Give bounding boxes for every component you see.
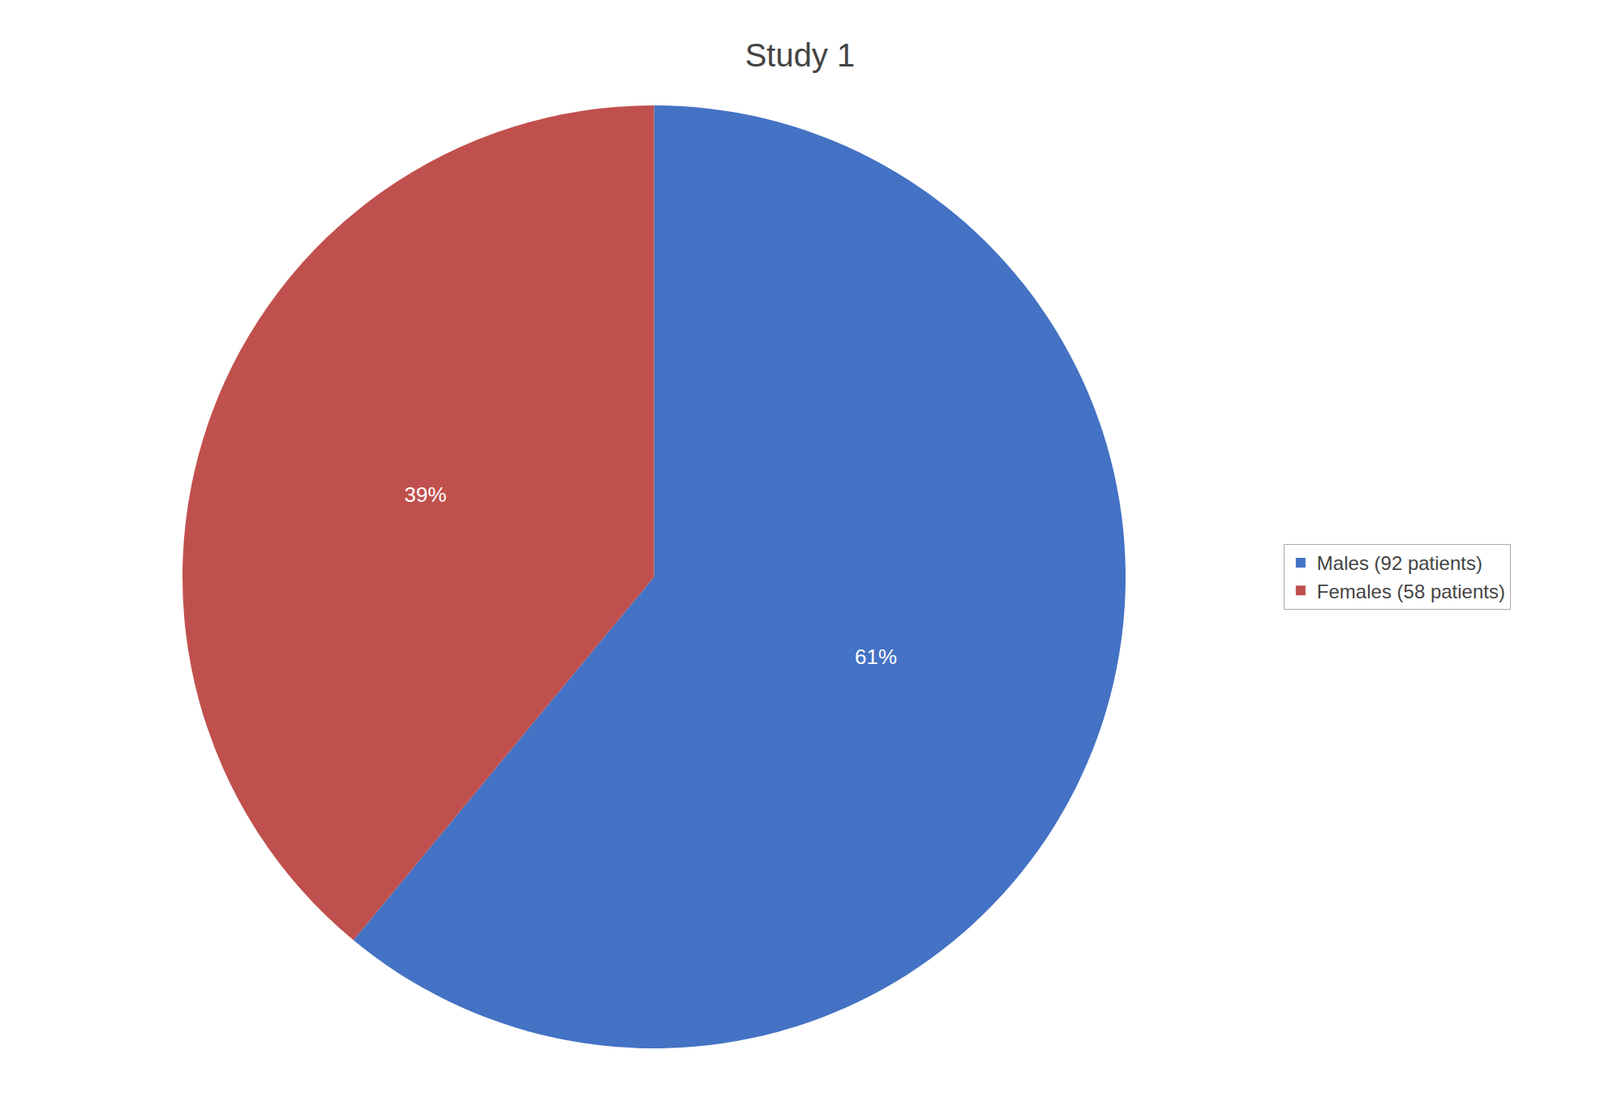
svg-text:Males (92 patients): Males (92 patients) — [1316, 552, 1483, 575]
svg-text:61%: 61% — [854, 644, 897, 670]
svg-text:Study 1: Study 1 — [745, 37, 856, 73]
svg-text:Females (58 patients): Females (58 patients) — [1316, 580, 1506, 603]
svg-text:39%: 39% — [404, 482, 447, 507]
